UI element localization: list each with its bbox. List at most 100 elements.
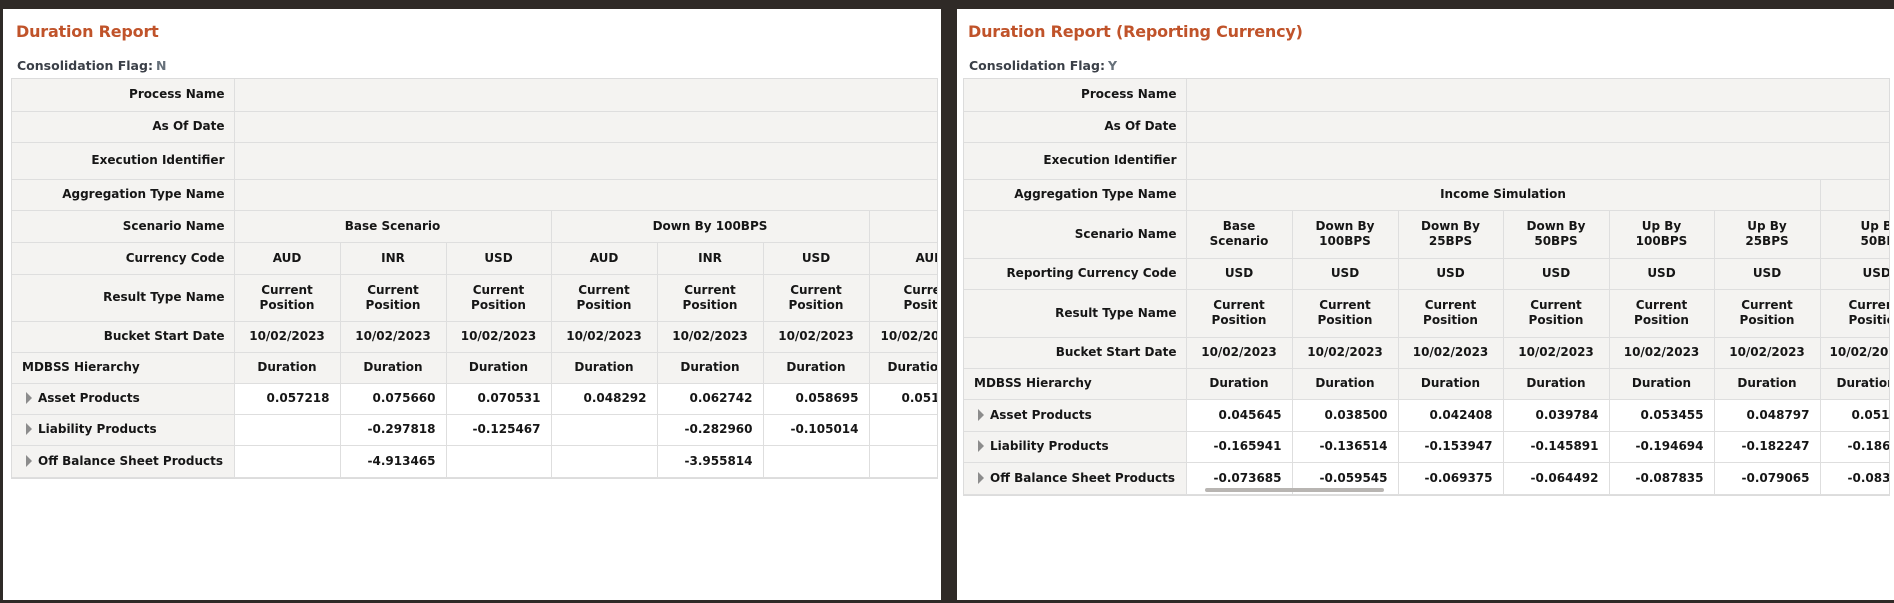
execution-identifier-value — [233, 141, 937, 180]
duration-report-panel: Duration Report Consolidation Flag: N Pro… — [2, 9, 941, 600]
value-cell: -0.282960 — [656, 413, 764, 446]
bucket-start-date-cell: 10/02/2023 — [339, 320, 447, 353]
report-table-container[interactable]: Process Name As Of Date Execution Identi… — [963, 78, 1890, 496]
table-row: Off Balance Sheet Products -4.913465 -3.… — [12, 444, 937, 478]
expand-triangle-icon[interactable] — [26, 454, 32, 467]
measure-cell: Duration — [1185, 367, 1293, 400]
bucket-start-date-cell: 10/02/2023 — [656, 320, 764, 353]
consolidation-flag-value: N — [155, 58, 167, 73]
expand-triangle-icon[interactable] — [26, 392, 32, 404]
measure-cell: Duration — [550, 351, 658, 384]
measure-cell: Duration — [233, 351, 341, 384]
scenario-cell: Up By 100BPS — [1608, 209, 1715, 259]
table-row: Asset Products 0.045645 0.038500 0.04240… — [964, 398, 1889, 432]
currency-code-cell: AUD — [550, 241, 658, 275]
expand-triangle-icon[interactable] — [978, 408, 984, 421]
as-of-date-label: As Of Date — [964, 110, 1187, 143]
row-label: Liability Products — [38, 422, 157, 436]
report-title: Duration Report (Reporting Currency) — [968, 22, 1303, 41]
currency-code-cell: USD — [1713, 257, 1821, 290]
measure-cell: Duration — [1291, 367, 1399, 400]
expand-triangle-icon[interactable] — [978, 440, 984, 452]
process-name-label: Process Name — [12, 79, 235, 112]
execution-identifier-row: Execution Identifier — [12, 141, 937, 180]
result-type-cell: Current Position — [1713, 288, 1821, 338]
result-type-cell: Current Position — [1185, 288, 1293, 338]
bucket-start-date-cell: 10/02/2023 — [1819, 336, 1889, 369]
currency-code-cell: USD — [1185, 257, 1293, 290]
asset-products-toggle[interactable]: Asset Products — [12, 382, 235, 415]
row-label: Off Balance Sheet Products — [990, 470, 1175, 485]
measure-cell: Duration — [656, 351, 764, 384]
value-cell — [550, 413, 658, 446]
process-name-value — [233, 79, 937, 112]
value-cell: 0.039784 — [1502, 398, 1610, 432]
scenario-cell: Base Scenario — [1185, 209, 1293, 259]
execution-identifier-row: Execution Identifier — [964, 141, 1889, 180]
expand-triangle-icon[interactable] — [978, 471, 984, 484]
currency-code-row: Currency Code AUD INR USD AUD INR USD AU… — [12, 241, 937, 275]
liability-products-toggle[interactable]: Liability Products — [12, 413, 235, 446]
value-cell: -3.955814 — [656, 444, 764, 478]
scenario-cell: Up By 25BPS — [1713, 209, 1821, 259]
value-cell: 0.057218 — [233, 382, 341, 415]
as-of-date-row: As Of Date — [964, 110, 1889, 143]
scenario-name-label: Scenario Name — [964, 209, 1187, 259]
currency-code-cell: INR — [656, 241, 764, 275]
currency-code-cell: USD — [762, 241, 870, 275]
process-name-label: Process Name — [964, 79, 1187, 112]
value-cell: 0.070531 — [445, 382, 552, 415]
horizontal-scrollbar-thumb[interactable] — [1205, 488, 1384, 492]
table-row: Liability Products -0.165941 -0.136514 -… — [964, 430, 1889, 463]
value-cell: -0.105014 — [762, 413, 870, 446]
value-cell: -4.913465 — [339, 444, 447, 478]
asset-products-toggle[interactable]: Asset Products — [964, 398, 1187, 432]
bucket-start-date-cell: 10/02/2023 — [1502, 336, 1610, 369]
row-label: Asset Products — [990, 407, 1092, 422]
reporting-currency-label: Reporting Currency Code — [964, 257, 1187, 290]
bucket-start-date-cell: 10/02/2023 — [1713, 336, 1821, 369]
bucket-start-date-label: Bucket Start Date — [964, 336, 1187, 369]
row-label: Liability Products — [990, 439, 1109, 453]
result-type-row: Result Type Name Current Position Curren… — [12, 273, 937, 322]
off-balance-sheet-products-toggle[interactable]: Off Balance Sheet Products — [964, 461, 1187, 495]
value-cell: 0.062742 — [656, 382, 764, 415]
mdbss-hierarchy-label: MDBSS Hierarchy — [12, 351, 235, 384]
value-cell — [868, 413, 937, 446]
value-cell: -0.087835 — [1608, 461, 1715, 495]
reporting-currency-row: Reporting Currency Code USD USD USD USD … — [964, 257, 1889, 290]
measure-cell: Duration — [339, 351, 447, 384]
off-balance-sheet-products-toggle[interactable]: Off Balance Sheet Products — [12, 444, 235, 478]
as-of-date-value — [1185, 110, 1889, 143]
expand-triangle-icon[interactable] — [26, 423, 32, 435]
result-type-label: Result Type Name — [964, 288, 1187, 338]
value-cell — [762, 444, 870, 478]
table-row: Off Balance Sheet Products -0.073685 -0.… — [964, 461, 1889, 495]
scenario-cell: Down By 50BPS — [1502, 209, 1610, 259]
value-cell: -0.069375 — [1397, 461, 1504, 495]
measure-cell: Duration — [1397, 367, 1504, 400]
currency-code-cell: AUD — [233, 241, 341, 275]
currency-code-cell: INR — [339, 241, 447, 275]
bucket-start-date-label: Bucket Start Date — [12, 320, 235, 353]
aggregation-type-row: Aggregation Type Name — [12, 178, 937, 211]
result-type-cell: Current Position — [550, 273, 658, 322]
as-of-date-row: As Of Date — [12, 110, 937, 143]
value-cell: -0.079065 — [1713, 461, 1821, 495]
liability-products-toggle[interactable]: Liability Products — [964, 430, 1187, 463]
scenario-cell: Up By 50BPS — [1819, 209, 1889, 259]
bucket-start-date-cell: 10/02/2023 — [233, 320, 341, 353]
as-of-date-label: As Of Date — [12, 110, 235, 143]
scenario-name-row: Scenario Name Base Scenario Down By 100B… — [12, 209, 937, 243]
bucket-start-date-cell: 10/02/2023 — [868, 320, 937, 353]
value-cell: 0.042408 — [1397, 398, 1504, 432]
measure-cell: Duration — [1608, 367, 1715, 400]
value-cell: -0.165941 — [1185, 430, 1293, 463]
value-cell — [233, 444, 341, 478]
currency-code-cell: USD — [1502, 257, 1610, 290]
duration-report-reporting-currency-table: Process Name As Of Date Execution Identi… — [964, 79, 1889, 495]
measure-cell: Duration — [1502, 367, 1610, 400]
result-type-cell: Current Position — [1397, 288, 1504, 338]
execution-identifier-label: Execution Identifier — [964, 141, 1187, 180]
report-table-container[interactable]: Process Name As Of Date Execution Identi… — [11, 78, 938, 479]
